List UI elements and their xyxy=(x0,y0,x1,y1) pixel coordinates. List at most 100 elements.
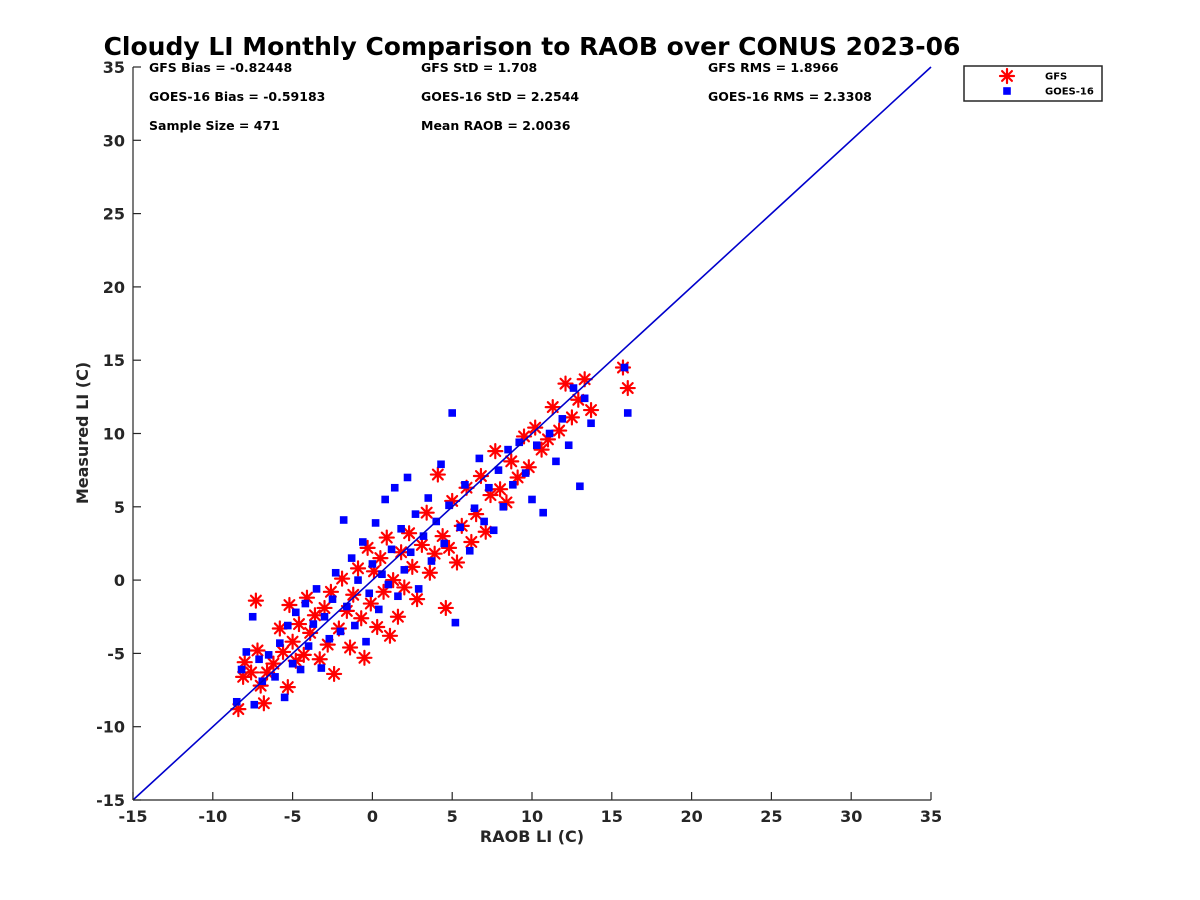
goes16-point xyxy=(317,664,326,672)
gfs-point xyxy=(290,615,308,633)
gfs-point xyxy=(396,579,413,596)
y-tick-label: 20 xyxy=(103,278,125,297)
gfs-point xyxy=(437,599,454,617)
x-tick-label: 35 xyxy=(920,807,942,826)
x-tick-label: 25 xyxy=(760,807,782,826)
goes16-point xyxy=(400,566,409,574)
goes16-point xyxy=(620,363,629,372)
stat-text: Mean RAOB = 2.0036 xyxy=(421,118,571,133)
stats-block: GFS Bias = -0.82448 GFS StD = 1.708 GFS RM… xyxy=(149,60,872,133)
goes16-point xyxy=(359,538,367,546)
legend-goes16-marker xyxy=(1003,87,1011,95)
goes16-point xyxy=(427,557,436,565)
goes16-point xyxy=(336,627,345,636)
goes16-point xyxy=(309,620,318,628)
y-tick-label: 30 xyxy=(103,131,125,150)
stat-text: GFS RMS = 1.8966 xyxy=(708,60,839,75)
goes16-point xyxy=(489,526,498,535)
y-axis-label: Measured LI (C) xyxy=(73,362,92,504)
goes16-point xyxy=(558,415,567,423)
goes16-point xyxy=(451,618,460,627)
gfs-point xyxy=(362,595,379,612)
gfs-point xyxy=(381,627,399,644)
goes16-point xyxy=(320,612,329,621)
goes16-point xyxy=(470,504,479,513)
gfs-point xyxy=(279,679,296,696)
gfs-point xyxy=(316,599,333,617)
stat-text: GOES-16 StD = 2.2544 xyxy=(421,89,579,104)
goes16-point xyxy=(242,648,251,656)
gfs-point xyxy=(345,586,362,603)
goes16-point xyxy=(504,445,512,454)
y-tick-label: -10 xyxy=(96,718,125,737)
gfs-point xyxy=(375,583,392,600)
goes16-point xyxy=(569,384,578,392)
gfs-point xyxy=(311,651,328,668)
gfs-point xyxy=(491,481,509,498)
legend-label: GOES-16 xyxy=(1045,87,1094,98)
goes16-point xyxy=(368,560,377,568)
gfs-point xyxy=(281,596,298,614)
legend-box xyxy=(963,65,1103,102)
goes16-point xyxy=(580,394,589,403)
goes16-point xyxy=(384,580,393,589)
x-tick-label: 5 xyxy=(447,807,458,826)
stat-text: GOES-16 Bias = -0.59183 xyxy=(149,89,325,104)
goes16-point xyxy=(480,517,488,526)
y-tick-label: -5 xyxy=(107,644,125,663)
x-axis-label: RAOB LI (C) xyxy=(480,827,584,846)
goes16-point xyxy=(325,634,334,643)
goes16-point xyxy=(539,508,547,517)
goes16-point xyxy=(494,466,503,474)
gfs-point xyxy=(418,504,435,521)
legend-label: GFS xyxy=(1045,72,1067,83)
goes16-point xyxy=(509,481,517,489)
goes16-point xyxy=(378,570,386,579)
x-ticks: -15 -10 -5 0 5 10 15 20 25 30 35 xyxy=(119,792,942,826)
goes16-point xyxy=(381,495,389,504)
goes16-point xyxy=(351,621,359,630)
goes16-point xyxy=(284,621,292,630)
goes16-point xyxy=(374,605,383,614)
goes16-point xyxy=(347,554,356,562)
goes16-point xyxy=(296,665,305,674)
goes16-point xyxy=(394,592,402,601)
gfs-point xyxy=(408,591,426,608)
x-tick-label: -15 xyxy=(119,807,148,826)
y-tick-label: 15 xyxy=(103,351,125,370)
x-tick-label: 30 xyxy=(840,807,862,826)
gfs-point xyxy=(378,529,395,546)
x-tick-label: 10 xyxy=(521,807,543,826)
gfs-point xyxy=(372,550,389,567)
stat-text: GOES-16 RMS = 2.3308 xyxy=(708,89,872,104)
goes16-point xyxy=(414,585,423,593)
goes16-point xyxy=(397,524,405,533)
goes16-point xyxy=(424,494,433,502)
goes16-point xyxy=(437,460,445,469)
gfs-point xyxy=(509,469,526,486)
gfs-point xyxy=(271,620,288,637)
legend: GFS GOES-16 xyxy=(963,65,1103,102)
x-tick-label: -5 xyxy=(284,807,302,826)
x-tick-label: 0 xyxy=(367,807,378,826)
gfs-point xyxy=(487,442,504,460)
x-tick-label: -10 xyxy=(198,807,227,826)
goes16-point xyxy=(515,438,524,447)
gfs-point xyxy=(255,695,272,712)
goes16-point xyxy=(499,503,508,511)
goes16-point xyxy=(288,659,297,668)
gfs-point xyxy=(563,409,581,426)
x-tick-label: 20 xyxy=(680,807,702,826)
gfs-point xyxy=(619,379,636,397)
y-tick-label: 10 xyxy=(103,425,125,444)
gfs-point xyxy=(295,646,312,663)
goes16-point xyxy=(545,429,554,438)
y-tick-label: -15 xyxy=(96,791,125,810)
goes16-point xyxy=(331,568,340,577)
reference-line xyxy=(132,66,932,801)
goes16-point xyxy=(301,599,310,608)
y-tick-label: 35 xyxy=(103,58,125,77)
gfs-point xyxy=(401,525,418,542)
gfs-point xyxy=(544,399,561,416)
